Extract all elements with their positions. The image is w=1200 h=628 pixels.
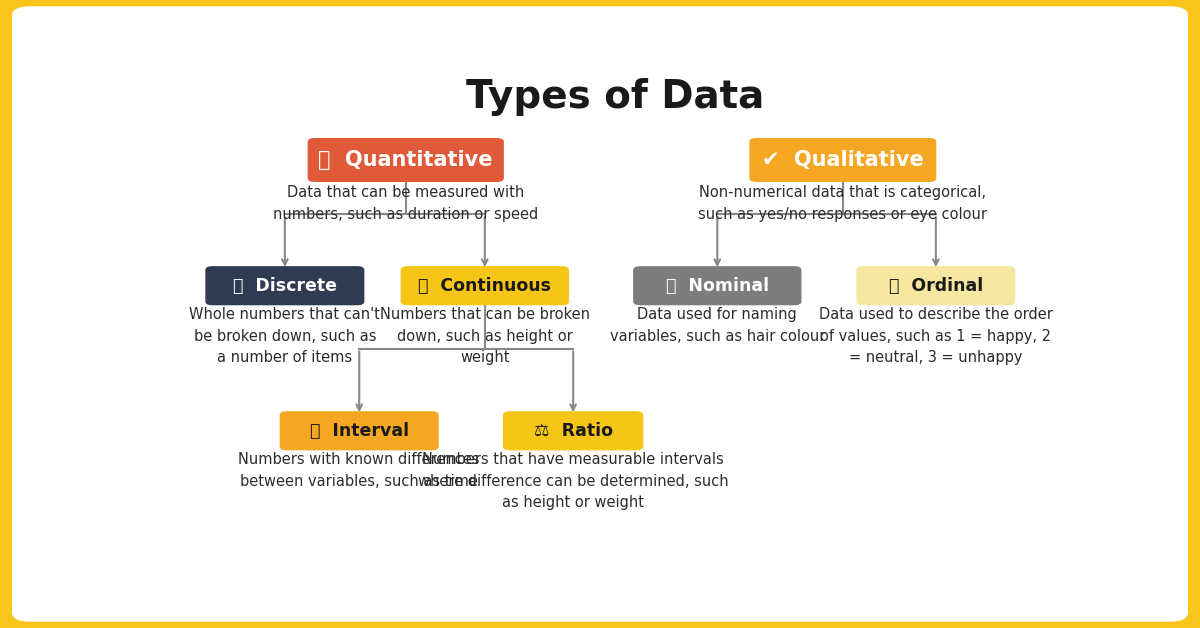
- Text: Types of Data: Types of Data: [466, 78, 764, 116]
- FancyBboxPatch shape: [401, 266, 569, 305]
- FancyBboxPatch shape: [503, 411, 643, 450]
- Text: 📋  Ordinal: 📋 Ordinal: [889, 277, 983, 295]
- FancyBboxPatch shape: [205, 266, 365, 305]
- Text: ⏱  Quantitative: ⏱ Quantitative: [318, 150, 493, 170]
- Text: Whole numbers that can't
be broken down, such as
a number of items: Whole numbers that can't be broken down,…: [190, 307, 380, 365]
- FancyBboxPatch shape: [749, 138, 936, 182]
- Text: 🏆  Nominal: 🏆 Nominal: [666, 277, 769, 295]
- FancyBboxPatch shape: [857, 266, 1015, 305]
- Text: ⚖️  Ratio: ⚖️ Ratio: [534, 422, 613, 440]
- FancyBboxPatch shape: [307, 138, 504, 182]
- FancyBboxPatch shape: [634, 266, 802, 305]
- Text: Data used for naming
variables, such as hair colour: Data used for naming variables, such as …: [610, 307, 824, 344]
- Text: ⏰  Interval: ⏰ Interval: [310, 422, 409, 440]
- Text: Non-numerical data that is categorical,
such as yes/no responses or eye colour: Non-numerical data that is categorical, …: [698, 185, 988, 222]
- Text: ✔️  Qualitative: ✔️ Qualitative: [762, 150, 924, 170]
- Text: Data used to describe the order
of values, such as 1 = happy, 2
= neutral, 3 = u: Data used to describe the order of value…: [818, 307, 1052, 365]
- Text: 🚶  Continuous: 🚶 Continuous: [419, 277, 551, 295]
- Text: Numbers with known differences
between variables, such as time: Numbers with known differences between v…: [239, 452, 480, 489]
- Text: Numbers that have measurable intervals
where difference can be determined, such
: Numbers that have measurable intervals w…: [418, 452, 728, 511]
- FancyBboxPatch shape: [280, 411, 439, 450]
- Text: Numbers that can be broken
down, such as height or
weight: Numbers that can be broken down, such as…: [379, 307, 590, 365]
- Text: Data that can be measured with
numbers, such as duration or speed: Data that can be measured with numbers, …: [274, 185, 539, 222]
- Text: 🛒  Discrete: 🛒 Discrete: [233, 277, 337, 295]
